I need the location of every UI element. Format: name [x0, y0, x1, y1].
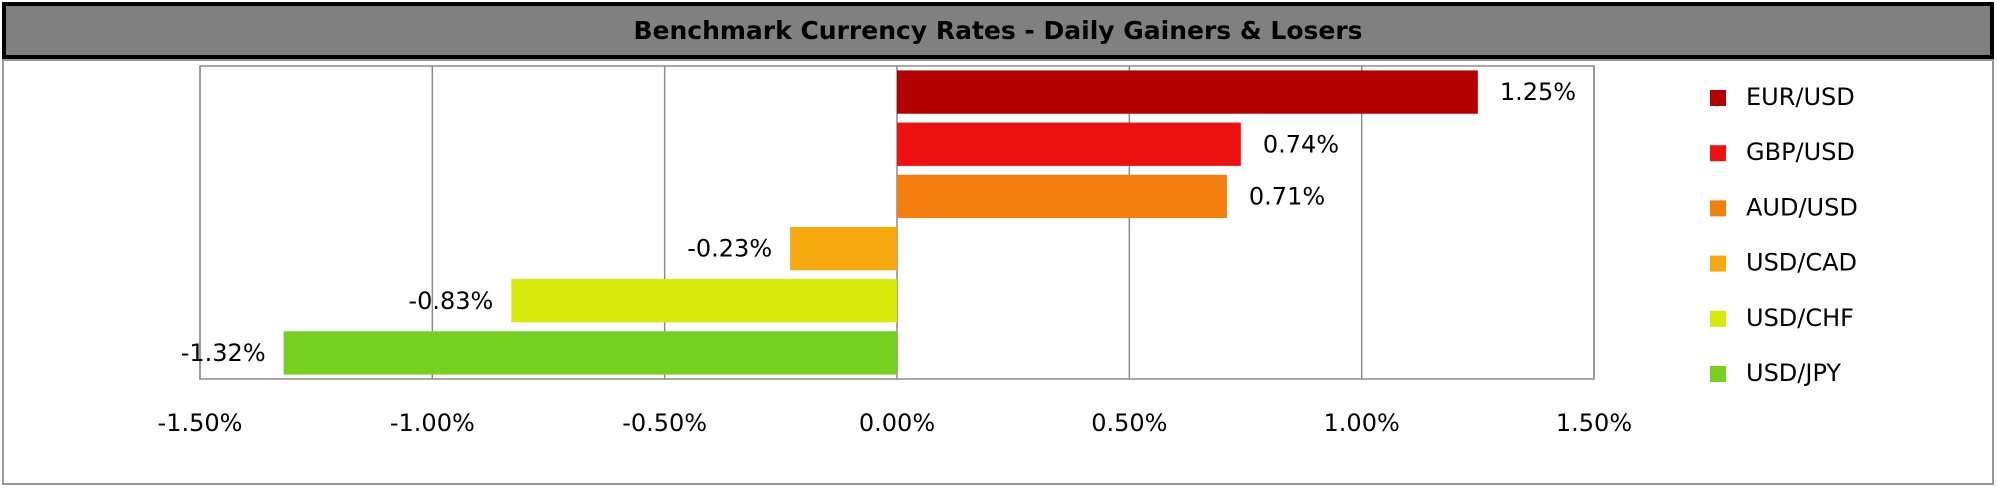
bar — [790, 226, 897, 271]
legend-swatch — [1710, 255, 1726, 272]
data-label: -1.32% — [181, 339, 266, 367]
legend-swatch — [1710, 366, 1726, 382]
bar — [897, 122, 1241, 166]
x-tick-label: 1.00% — [1324, 409, 1400, 437]
chart-title: Benchmark Currency Rates - Daily Gainers… — [633, 16, 1362, 45]
x-tick-label: 1.50% — [1556, 409, 1632, 437]
legend-swatch — [1710, 145, 1726, 162]
legend-label: GBP/USD — [1746, 138, 1855, 166]
x-tick-label: -1.00% — [390, 409, 475, 437]
bar — [283, 331, 897, 375]
data-label: -0.83% — [408, 287, 493, 315]
x-tick-label: -1.50% — [158, 409, 243, 437]
legend-swatch — [1710, 90, 1726, 106]
legend-label: USD/CHF — [1746, 304, 1854, 332]
x-tick-label: 0.50% — [1091, 409, 1167, 437]
data-label: -0.23% — [687, 235, 772, 263]
legend-label: AUD/USD — [1746, 193, 1858, 221]
data-label: 1.25% — [1500, 78, 1576, 106]
x-tick-label: 0.00% — [859, 409, 935, 437]
legend-label: USD/JPY — [1746, 359, 1841, 387]
title-bar — [2, 2, 1994, 59]
x-tick-label: -0.50% — [622, 409, 707, 437]
bar — [897, 70, 1478, 114]
legend-swatch — [1710, 310, 1726, 327]
data-label: 0.74% — [1263, 130, 1339, 158]
bar — [511, 279, 897, 323]
data-label: 0.71% — [1249, 182, 1325, 210]
legend-label: USD/CAD — [1746, 249, 1857, 277]
bar — [897, 174, 1227, 219]
legend-label: EUR/USD — [1746, 83, 1855, 111]
legend-swatch — [1710, 200, 1726, 217]
